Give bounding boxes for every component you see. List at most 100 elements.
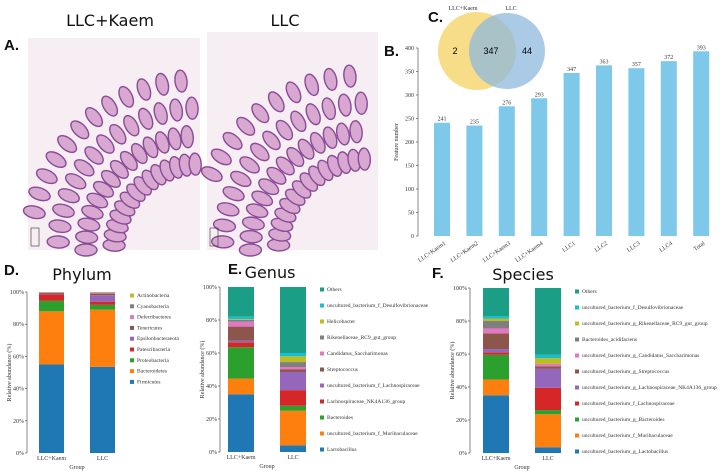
legend-swatch	[575, 337, 579, 342]
villus	[349, 120, 363, 144]
legend-label: uncultured_bacterium_g_Lactobacillus	[582, 449, 668, 455]
stack-segment	[483, 395, 509, 453]
y-tick-label: 60%	[206, 351, 217, 357]
villus	[251, 103, 270, 124]
villus	[222, 186, 245, 202]
stack-segment	[535, 410, 561, 415]
stack-segment	[228, 340, 254, 343]
stack-segment	[39, 300, 64, 312]
y-tick-label: 300	[405, 93, 414, 99]
bar-value-label: 293	[535, 92, 544, 98]
legend-label: Epsilonbacteraeota	[137, 336, 179, 342]
villus	[343, 64, 357, 88]
villus	[92, 180, 115, 198]
villus	[119, 150, 138, 171]
villus	[64, 173, 87, 190]
stack-segment	[535, 354, 561, 359]
stack-segment	[228, 394, 254, 452]
villus	[123, 114, 140, 137]
stack-segment	[228, 316, 254, 320]
villus	[238, 243, 263, 257]
villus	[86, 192, 109, 209]
legend-swatch	[320, 335, 324, 340]
bar	[628, 68, 645, 237]
legend-swatch	[575, 321, 579, 326]
legend-label: uncultured_bacterium_g_Lachnospiraceae_N…	[582, 385, 717, 391]
stack-segment	[228, 287, 254, 317]
y-tick-label: 400	[405, 46, 414, 52]
stack-segment	[483, 328, 509, 334]
x-tick-label: LLC+Kaem2	[450, 241, 480, 264]
villus	[84, 107, 104, 128]
villus	[109, 159, 129, 179]
legend-swatch	[575, 369, 579, 374]
legend-label: Tenericutes	[137, 325, 162, 331]
stack-segment	[228, 378, 254, 395]
villus	[290, 110, 307, 133]
legend-swatch	[575, 449, 579, 454]
y-tick-label: 0	[411, 234, 414, 240]
x-tick-label: LLC+Kaem3	[482, 241, 512, 264]
venn-count-only-llc-kaem: 2	[452, 46, 457, 56]
venn-set-label-llc: LLC	[505, 6, 516, 12]
villus	[304, 73, 320, 97]
villus	[109, 123, 127, 145]
species-stacked-chart: F. Species 0% 20% 40% 60% 80% 100% Relative ab…	[432, 265, 717, 471]
legend-swatch	[320, 431, 324, 436]
villus	[45, 151, 67, 169]
villus	[174, 69, 188, 93]
villus	[286, 146, 305, 168]
legend-swatch	[130, 315, 134, 320]
y-tick-label: 40%	[456, 385, 467, 391]
villus	[357, 147, 372, 171]
legend-swatch	[320, 447, 324, 452]
villus	[323, 67, 338, 91]
legend-label: Others	[327, 287, 342, 293]
y-tick-label: 50	[408, 211, 414, 217]
phylum-stacked-chart: D. Phylum 0% 20% 40% 60% 80% 100% Relative abu…	[4, 262, 179, 471]
panel-f-label: F.	[432, 265, 444, 282]
y-tick-label: 100	[405, 187, 414, 193]
villus	[96, 134, 115, 154]
villus	[249, 142, 270, 162]
bar-value-label: 276	[502, 100, 511, 106]
legend-label: Actinobacteria	[137, 293, 170, 299]
legend-label: uncultured_bacterium_f_Desulfovibrionace…	[327, 302, 429, 309]
villus	[52, 203, 75, 218]
stack-segment	[280, 353, 306, 357]
legend-label: uncultured_bacterium_f_Muribaculaceae	[327, 430, 418, 437]
stack-segment	[535, 366, 561, 369]
stack-segment	[90, 292, 115, 294]
legend-label: Rikenellaceae_RC9_gut_group	[327, 335, 396, 341]
stack-segment	[228, 319, 254, 320]
bar-value-label: 372	[664, 55, 673, 61]
villus	[258, 178, 280, 196]
villus	[100, 169, 121, 188]
bar	[596, 65, 612, 236]
stack-segment	[280, 405, 306, 411]
x-axis-label: Group	[514, 465, 529, 471]
legend-label: Firmicutes	[137, 379, 161, 385]
y-tick-label: 250	[405, 117, 414, 123]
stack-segment	[535, 387, 561, 411]
bar	[660, 61, 677, 236]
legend-swatch	[575, 289, 579, 294]
legend-label: uncultured_bacterium_g_Candidatus_Saccha…	[582, 353, 699, 359]
y-tick-label: 60%	[456, 352, 467, 358]
legend-label: uncultured_bacterium_f_Lachnospiraceae	[582, 400, 675, 407]
x-tick-label: LLC2	[594, 241, 609, 254]
legend-swatch	[130, 379, 134, 384]
legend-label: uncultured_bacterium_f_Desulfovibrionace…	[582, 304, 684, 311]
chart-title: Species	[492, 265, 554, 284]
legend-swatch	[130, 336, 134, 341]
stack-segment	[483, 352, 509, 355]
villus	[142, 136, 159, 159]
bar	[693, 51, 710, 236]
stack-segment	[483, 379, 509, 396]
chart-title: Phylum	[52, 265, 111, 284]
stack-segment	[39, 294, 64, 301]
villus	[153, 102, 168, 125]
villus	[321, 97, 337, 121]
villus	[216, 202, 240, 217]
scale-bar	[30, 227, 40, 247]
